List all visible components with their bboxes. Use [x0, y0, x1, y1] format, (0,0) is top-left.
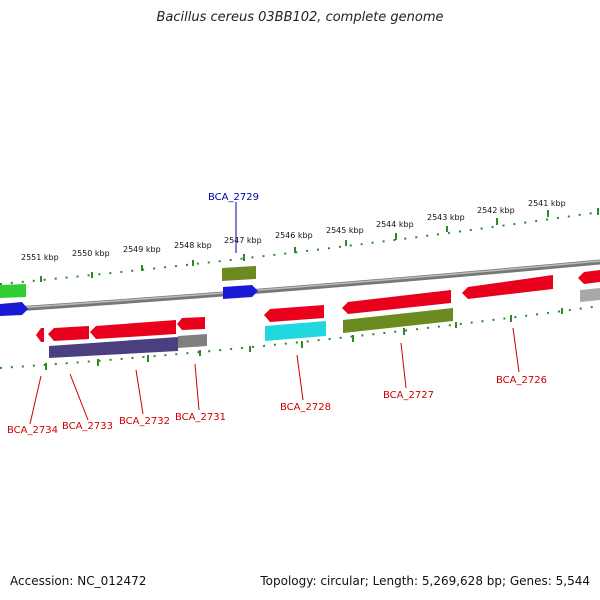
kbp-label: 2546 kbp: [275, 231, 313, 240]
lower-tick-track: [0, 305, 600, 369]
gene-arrow-blue-2729[interactable]: [223, 285, 258, 299]
gene-label[interactable]: BCA_2731: [175, 412, 226, 423]
gene-labels: BCA_2729 BCA_2734 BCA_2733 BCA_2732 BCA_…: [7, 192, 547, 436]
gene-arrow-red-2727[interactable]: [342, 290, 451, 314]
gene-arrow-olive-2729[interactable]: [222, 266, 256, 281]
gene-arrow-red-2733[interactable]: [48, 326, 89, 341]
gene-band-gray-right[interactable]: [580, 288, 600, 302]
upper-tick-track: [0, 211, 600, 285]
kbp-label: 2543 kbp: [427, 213, 465, 222]
gene-arrow-green[interactable]: [0, 284, 26, 298]
gene-band-gray-2731[interactable]: [178, 334, 207, 348]
gene-label[interactable]: BCA_2734: [7, 425, 58, 436]
kbp-label: 2549 kbp: [123, 245, 161, 254]
gene-band-cyan-2728[interactable]: [265, 321, 326, 341]
gene-arrow-red-2732[interactable]: [90, 320, 176, 339]
gene-band-olive-2727[interactable]: [343, 308, 453, 333]
kbp-label: 2547 kbp: [224, 236, 262, 245]
gene-arrow-red-2726[interactable]: [462, 275, 553, 299]
kbp-label: 2542 kbp: [477, 206, 515, 215]
accession-text: Accession: NC_012472: [10, 574, 147, 588]
gene-arrow-red-2728[interactable]: [264, 305, 324, 322]
gene-arrow-blue-left[interactable]: [0, 302, 28, 316]
kbp-label: 2541 kbp: [528, 199, 566, 208]
upper-major-ticks: [40, 208, 599, 282]
gene-arrow-red-right[interactable]: [578, 270, 600, 284]
gene-label[interactable]: BCA_2726: [496, 375, 547, 386]
gene-arrow-red-2731[interactable]: [177, 317, 205, 330]
lower-major-ticks: [45, 308, 563, 370]
gene-label[interactable]: BCA_2732: [119, 416, 170, 427]
gene-label[interactable]: BCA_2727: [383, 390, 434, 401]
kbp-label: 2544 kbp: [376, 220, 414, 229]
gene-label[interactable]: BCA_2728: [280, 402, 331, 413]
gene-arrow-red-2734[interactable]: [36, 328, 44, 342]
map-title: Bacillus cereus 03BB102, complete genome: [156, 10, 444, 25]
genome-info-text: Topology: circular; Length: 5,269,628 bp…: [260, 574, 590, 588]
kbp-label: 2548 kbp: [174, 241, 212, 250]
gene-features: [0, 266, 600, 358]
gene-label[interactable]: BCA_2733: [62, 421, 113, 432]
genome-backbone: [0, 259, 600, 313]
kbp-labels: 2551 kbp 2550 kbp 2549 kbp 2548 kbp 2547…: [21, 199, 566, 262]
kbp-label: 2551 kbp: [21, 253, 59, 262]
kbp-label: 2550 kbp: [72, 249, 110, 258]
gene-label[interactable]: BCA_2729: [208, 192, 259, 203]
gene-band-purple-2732[interactable]: [49, 337, 178, 358]
kbp-label: 2545 kbp: [326, 226, 364, 235]
label-leaders: [29, 202, 520, 425]
